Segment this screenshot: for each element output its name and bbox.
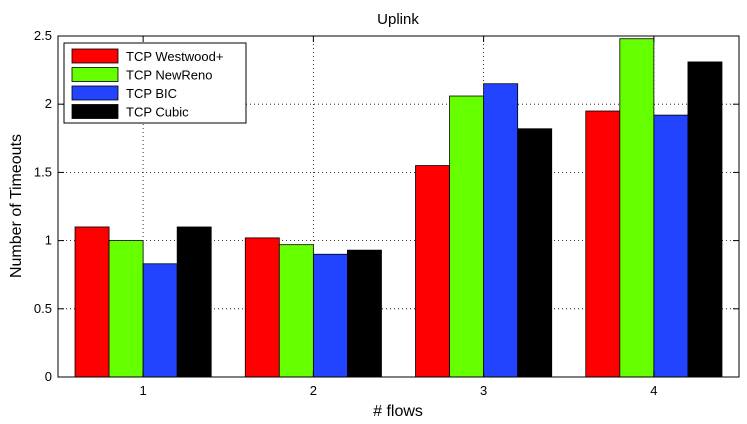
x-tick-label: 4 xyxy=(650,383,657,398)
bar-tcp-bic-4 xyxy=(653,114,689,378)
y-axis-label: Number of Timeouts xyxy=(8,134,25,278)
x-tick-label: 3 xyxy=(480,383,487,398)
y-tick-label: 2 xyxy=(45,96,52,111)
y-tick-label: 1.5 xyxy=(34,164,52,179)
y-tick-label: 0 xyxy=(45,369,52,384)
x-tick-label: 2 xyxy=(310,383,317,398)
bar-tcp-newreno-1 xyxy=(108,240,144,378)
bar-tcp-bic-1 xyxy=(142,263,178,378)
legend-label: TCP BIC xyxy=(126,86,177,101)
bar-tcp-newreno-3 xyxy=(449,95,485,378)
legend-swatch xyxy=(71,104,119,119)
legend-label: TCP Cubic xyxy=(126,105,189,120)
bar-tcp-newreno-2 xyxy=(278,244,314,378)
y-tick-label: 0.5 xyxy=(34,301,52,316)
bar-tcp-newreno-4 xyxy=(619,38,655,378)
bar-tcp-bic-3 xyxy=(483,83,519,378)
y-tick-label: 2.5 xyxy=(34,28,52,43)
bar-tcp-cubic-2 xyxy=(347,249,382,378)
x-tick-label: 1 xyxy=(140,383,147,398)
plot-frame xyxy=(57,35,740,378)
bar-tcp-cubic-3 xyxy=(517,128,553,378)
x-axis-label: # flows xyxy=(373,403,423,420)
x-axis-ticks: 1 2 3 4 xyxy=(140,36,657,398)
legend-swatch xyxy=(71,67,119,82)
bar-tcp-westwood-2 xyxy=(244,237,280,378)
y-axis-ticks: 0 0.5 1 1.5 2 2.5 xyxy=(34,28,739,384)
legend-label: TCP NewReno xyxy=(126,68,212,83)
bar-tcp-westwood-1 xyxy=(74,226,110,378)
chart-title: Uplink xyxy=(377,11,419,28)
bar-tcp-westwood-3 xyxy=(415,165,450,378)
bars xyxy=(74,38,723,378)
legend-swatch xyxy=(71,85,119,101)
legend-label: TCP Westwood+ xyxy=(126,49,223,64)
bar-tcp-westwood-4 xyxy=(585,110,621,378)
legend: TCP Westwood+ TCP NewReno TCP BIC TCP Cubic xyxy=(63,42,247,124)
legend-swatch xyxy=(71,48,119,64)
bar-tcp-cubic-4 xyxy=(687,61,723,378)
bar-tcp-cubic-1 xyxy=(176,226,212,378)
bar-tcp-bic-2 xyxy=(312,253,348,378)
y-tick-label: 1 xyxy=(45,233,52,248)
